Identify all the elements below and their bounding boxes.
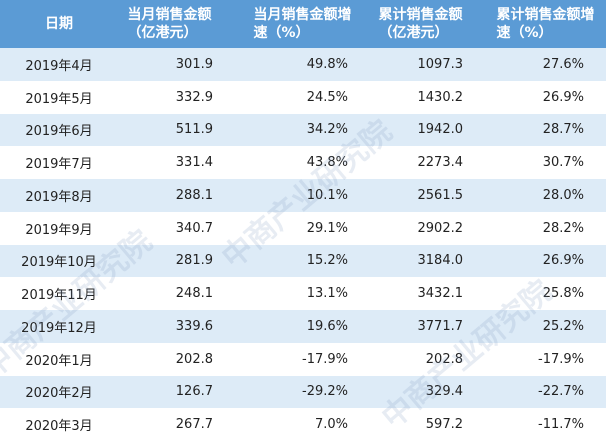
- header-cell: 当月销售金额增速（%）: [235, 0, 370, 48]
- header-cell: 累计销售金额增速（%）: [485, 0, 606, 48]
- value-cell: 26.9%: [485, 244, 606, 278]
- table-row: 2019年11月 248.1 13.1% 3432.1 25.8%: [0, 277, 606, 310]
- value-cell: 28.2%: [542, 220, 584, 236]
- value-cell: 288.1: [118, 179, 235, 212]
- header-text: 累计销售金额增速（%）: [496, 7, 595, 41]
- table-row: 2019年5月 332.9 24.5% 1430.2 26.9%: [0, 81, 606, 114]
- table-row: 2019年4月 301.9 49.8% 1097.3 27.6%: [0, 48, 606, 81]
- value-cell: 43.8%: [306, 155, 348, 171]
- date-cell: 2019年7月: [25, 157, 93, 173]
- value-cell: 27.6%: [485, 48, 606, 81]
- table-body: 2019年4月 301.9 49.8% 1097.3 27.6% 2019年5月 332.9…: [0, 48, 606, 441]
- header-text: 当月销售金额增速（%）: [253, 7, 352, 41]
- value-cell: 511.9: [118, 113, 235, 147]
- date-cell: 2019年5月: [25, 91, 93, 107]
- value-cell: 25.8%: [542, 286, 584, 302]
- value-cell: 2561.5: [370, 179, 485, 212]
- header-cell: 日期: [0, 0, 118, 48]
- value-cell: 126.7: [118, 375, 235, 409]
- header-text: 当月销售金额（亿港元）: [127, 7, 212, 41]
- table-row: 2019年10月 281.9 15.2% 3184.0 26.9%: [0, 244, 606, 278]
- value-cell: 267.7: [175, 417, 213, 433]
- table-row: 2020年3月 267.7 7.0% 597.2 -11.7%: [0, 408, 606, 441]
- value-cell: 25.2%: [485, 310, 606, 343]
- value-cell: 19.6%: [235, 310, 370, 343]
- value-cell: -11.7%: [538, 417, 584, 433]
- table-row: 2019年9月 340.7 29.1% 2902.2 28.2%: [0, 212, 606, 245]
- value-cell: 339.6: [118, 310, 235, 343]
- value-cell: 2273.4: [417, 155, 464, 171]
- table-row: 2019年6月 511.9 34.2% 1942.0 28.7%: [0, 113, 606, 147]
- date-cell: 2019年4月: [0, 48, 118, 81]
- value-cell: 28.7%: [485, 113, 606, 147]
- table-row: 2020年2月 126.7 -29.2% 329.4 -22.7%: [0, 375, 606, 409]
- value-cell: 329.4: [370, 375, 485, 409]
- table-row: 2019年7月 331.4 43.8% 2273.4 30.7%: [0, 146, 606, 179]
- value-cell: -29.2%: [235, 375, 370, 409]
- date-cell: 2020年3月: [25, 419, 93, 435]
- value-cell: -17.9%: [302, 351, 348, 367]
- date-cell: 2019年6月: [0, 113, 118, 147]
- value-cell: 281.9: [118, 244, 235, 278]
- value-cell: 49.8%: [235, 48, 370, 81]
- table-row: 2020年1月 202.8 -17.9% 202.8 -17.9%: [0, 343, 606, 376]
- value-cell: 3771.7: [370, 310, 485, 343]
- value-cell: 29.1%: [306, 220, 348, 236]
- header-cell: 累计销售金额（亿港元）: [370, 0, 485, 48]
- value-cell: 30.7%: [542, 155, 584, 171]
- value-cell: 2902.2: [417, 220, 464, 236]
- value-cell: 3184.0: [370, 244, 485, 278]
- date-cell: 2019年11月: [21, 288, 97, 304]
- header-text: 累计销售金额（亿港元）: [378, 7, 463, 41]
- value-cell: 15.2%: [235, 244, 370, 278]
- table-row: 2019年12月 339.6 19.6% 3771.7 25.2%: [0, 310, 606, 343]
- value-cell: 24.5%: [306, 89, 348, 105]
- value-cell: 301.9: [118, 48, 235, 81]
- value-cell: 1097.3: [370, 48, 485, 81]
- value-cell: 26.9%: [542, 89, 584, 105]
- date-cell: 2019年8月: [0, 179, 118, 212]
- value-cell: 1942.0: [370, 113, 485, 147]
- value-cell: -22.7%: [485, 375, 606, 409]
- date-cell: 2019年12月: [0, 310, 118, 343]
- value-cell: 10.1%: [235, 179, 370, 212]
- value-cell: 332.9: [175, 89, 213, 105]
- value-cell: -17.9%: [538, 351, 584, 367]
- value-cell: 202.8: [425, 351, 463, 367]
- value-cell: 7.0%: [314, 417, 348, 433]
- value-cell: 28.0%: [485, 179, 606, 212]
- date-cell: 2019年9月: [25, 222, 93, 238]
- value-cell: 34.2%: [235, 113, 370, 147]
- date-cell: 2019年10月: [0, 244, 118, 278]
- value-cell: 331.4: [175, 155, 213, 171]
- header-text: 日期: [45, 16, 73, 32]
- header-cell: 当月销售金额（亿港元）: [118, 0, 235, 48]
- value-cell: 3432.1: [417, 286, 464, 302]
- value-cell: 1430.2: [417, 89, 464, 105]
- date-cell: 2020年1月: [25, 353, 93, 369]
- date-cell: 2020年2月: [0, 375, 118, 409]
- value-cell: 248.1: [175, 286, 213, 302]
- value-cell: 597.2: [425, 417, 463, 433]
- value-cell: 202.8: [175, 351, 213, 367]
- value-cell: 13.1%: [306, 286, 348, 302]
- table-row: 2019年8月 288.1 10.1% 2561.5 28.0%: [0, 179, 606, 212]
- value-cell: 340.7: [175, 220, 213, 236]
- header-row: 日期 当月销售金额（亿港元） 当月销售金额增速（%） 累计销售金额（亿港元） 累计销售金…: [0, 0, 606, 48]
